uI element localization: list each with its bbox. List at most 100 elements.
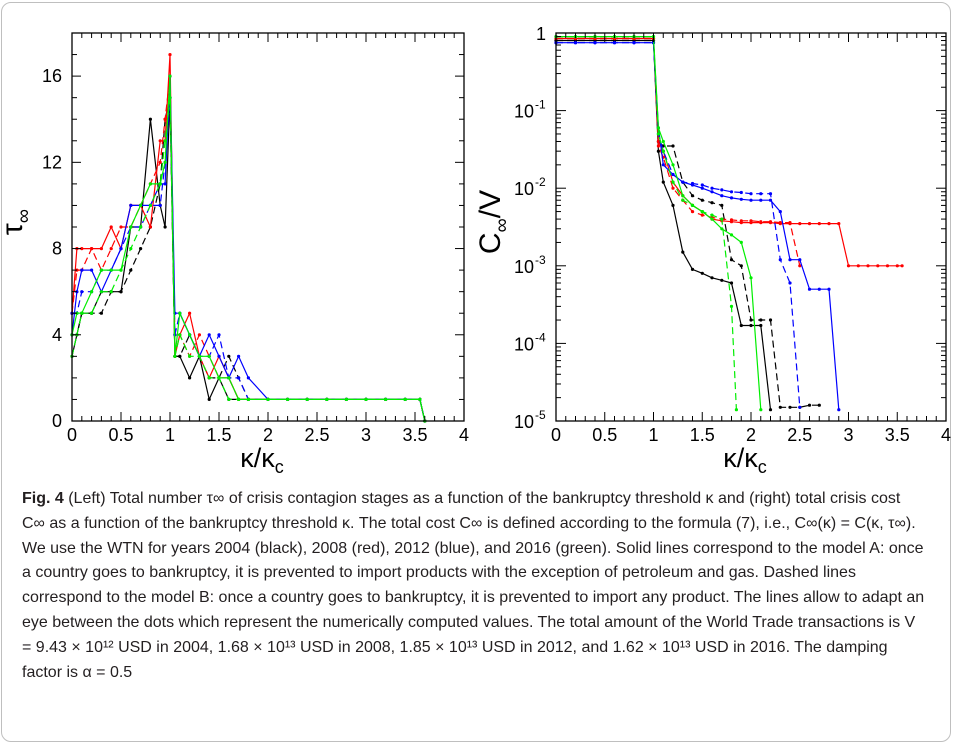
x-tick-label: 2 — [746, 425, 756, 445]
data-point — [168, 74, 172, 78]
data-point — [720, 278, 724, 282]
data-point — [80, 247, 84, 251]
data-point — [418, 397, 422, 401]
series-line — [72, 97, 426, 422]
caption-label: Fig. 4 — [22, 490, 64, 507]
data-point — [710, 276, 714, 280]
data-point — [188, 311, 192, 315]
data-point — [661, 139, 665, 144]
x-tick-label: 1 — [165, 425, 175, 445]
data-point — [885, 264, 890, 268]
x-axis-label: κ/κc — [240, 443, 284, 477]
y-tick-label: 10 — [514, 412, 534, 432]
data-point — [163, 225, 167, 229]
data-point — [661, 149, 665, 153]
x-tick-label: 1.5 — [206, 425, 231, 445]
y-tick-label: 10 — [514, 179, 534, 199]
series-1-4 — [554, 41, 841, 412]
data-point — [632, 41, 636, 45]
data-point — [768, 192, 773, 196]
series-0-6 — [70, 74, 427, 423]
data-point — [837, 222, 841, 226]
data-point — [700, 271, 704, 275]
data-point — [217, 354, 221, 358]
data-point — [80, 268, 84, 272]
data-point — [734, 408, 739, 412]
data-point — [671, 180, 675, 184]
data-point — [99, 247, 103, 251]
data-point — [729, 258, 734, 262]
y-tick-label: 10 — [514, 102, 534, 122]
y-tick-exponent: -2 — [535, 175, 546, 189]
data-point — [217, 376, 221, 380]
data-point — [788, 258, 792, 262]
data-point — [227, 397, 231, 401]
data-point — [99, 290, 103, 294]
data-point — [759, 192, 763, 196]
series-line — [556, 37, 801, 266]
data-point — [768, 408, 773, 412]
data-point — [729, 233, 734, 237]
y-tick-exponent: -4 — [535, 330, 546, 344]
x-tick-label: 0.5 — [592, 425, 617, 445]
y-tick-label: 8 — [52, 239, 62, 259]
data-point — [729, 281, 734, 285]
data-point — [197, 333, 201, 337]
data-point — [90, 247, 94, 251]
data-point — [207, 354, 211, 358]
data-point — [246, 397, 250, 401]
data-point — [681, 180, 685, 184]
data-point — [129, 203, 133, 207]
data-point — [237, 376, 241, 380]
data-point — [384, 397, 388, 401]
series-line — [556, 42, 801, 408]
data-point — [739, 240, 743, 244]
data-point — [163, 182, 167, 186]
data-point — [729, 218, 734, 222]
data-point — [158, 139, 162, 143]
data-point — [729, 190, 734, 194]
data-point — [656, 132, 661, 136]
x-tick-label: 0.5 — [108, 425, 133, 445]
data-point — [661, 163, 665, 167]
data-point — [266, 397, 270, 401]
data-point — [661, 180, 665, 184]
data-point — [671, 186, 675, 190]
data-point — [807, 403, 812, 407]
data-point — [700, 210, 704, 214]
data-point — [690, 181, 695, 186]
data-point — [827, 222, 831, 226]
data-point — [768, 318, 773, 322]
data-point — [173, 354, 177, 358]
data-point — [710, 190, 714, 194]
data-point — [749, 219, 753, 223]
data-point — [129, 225, 133, 229]
data-point — [671, 203, 675, 207]
data-point — [807, 287, 812, 291]
figure-caption: Fig. 4 (Left) Total number τ∞ of crisis … — [22, 487, 927, 685]
data-point — [80, 311, 84, 315]
data-point — [700, 186, 704, 190]
data-point — [364, 397, 368, 401]
data-point — [895, 264, 899, 268]
data-point — [573, 41, 578, 45]
data-point — [788, 281, 792, 285]
data-point — [817, 403, 821, 407]
data-point — [749, 318, 753, 322]
x-tick-label: 4 — [941, 425, 951, 445]
data-point — [129, 268, 133, 272]
data-point — [109, 225, 113, 229]
data-point — [778, 405, 782, 409]
y-tick-label: 4 — [52, 325, 62, 345]
data-point — [163, 117, 167, 121]
data-point — [671, 172, 675, 177]
series-1-7 — [554, 35, 739, 412]
data-point — [681, 198, 685, 202]
data-point — [148, 225, 152, 229]
data-point — [163, 160, 167, 164]
x-axis-label: κ/κc — [723, 443, 767, 477]
data-point — [866, 264, 870, 268]
data-point — [710, 186, 714, 190]
series-line — [556, 39, 772, 410]
